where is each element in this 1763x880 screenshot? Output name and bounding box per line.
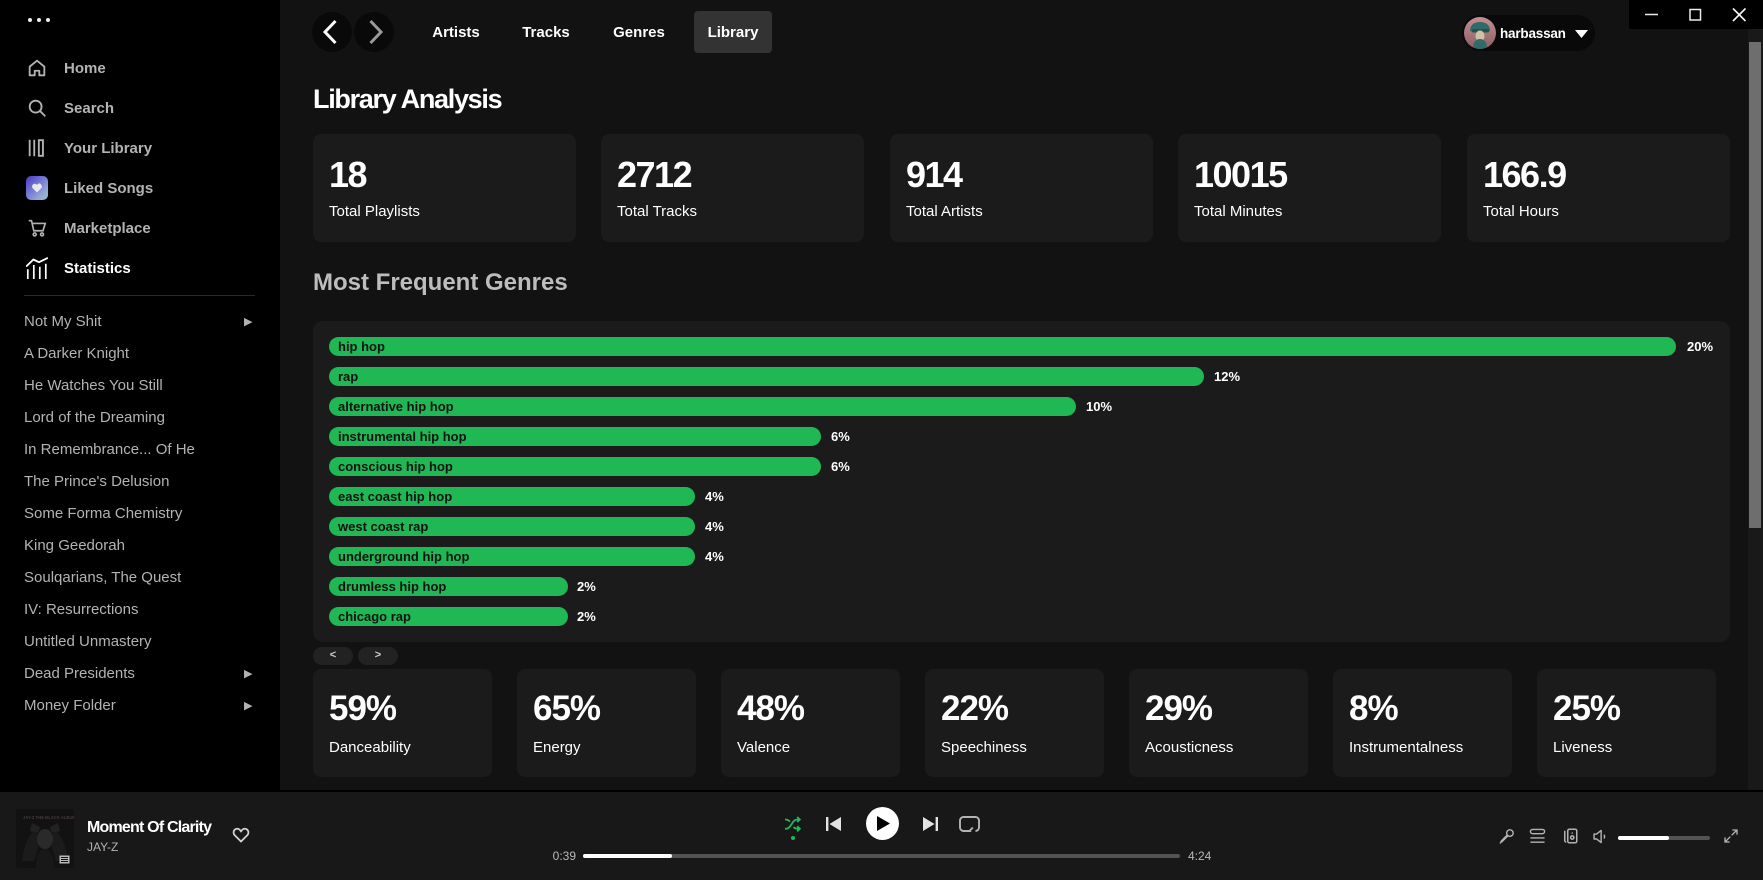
- svg-text:JAY-Z THE BLACK ALBUM: JAY-Z THE BLACK ALBUM: [23, 815, 74, 820]
